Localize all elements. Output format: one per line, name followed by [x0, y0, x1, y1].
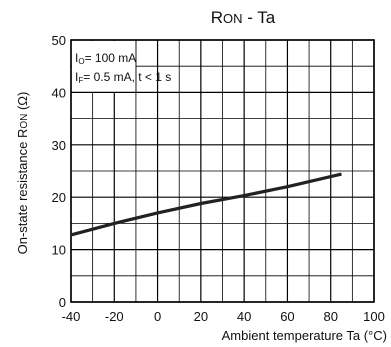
y-tick-label: 30	[52, 138, 66, 153]
chart-title-sub: ON	[223, 11, 243, 26]
annotation-line-2: IF= 0.5 mA, t < 1 s	[75, 70, 171, 85]
x-tick-label: 20	[194, 309, 208, 324]
series-line-1	[70, 172, 342, 237]
chart-title-suffix: - Ta	[243, 8, 276, 27]
chart-title-main: R	[211, 8, 223, 27]
y-axis-label: On-state resistance RON (Ω)	[15, 92, 30, 255]
x-tick-label: -40	[62, 309, 81, 324]
x-tick-label: 60	[280, 309, 294, 324]
grid	[70, 39, 375, 303]
y-tick-label: 20	[52, 190, 66, 205]
x-tick-label: 0	[154, 309, 161, 324]
y-tick-label: 40	[52, 85, 66, 100]
y-tick-label: 50	[52, 33, 66, 48]
annotation-2-suffix: = 0.5 mA, t < 1 s	[83, 70, 171, 84]
annotation-1-sub: O	[78, 57, 84, 66]
chart-title: RON - Ta	[211, 8, 276, 27]
x-tick-label: 80	[323, 309, 337, 324]
y-tick-label: 10	[52, 243, 66, 258]
x-tick-label: 40	[237, 309, 251, 324]
y-tick-label: 0	[59, 295, 66, 310]
plot-frame	[70, 39, 375, 303]
y-axis-label-sub: ON	[19, 114, 30, 129]
x-axis-label: Ambient temperature Ta (°C)	[222, 328, 387, 343]
annotation-background	[72, 41, 136, 93]
annotation-2-sub: F	[78, 76, 83, 85]
y-axis-label-suffix: (Ω)	[15, 92, 30, 114]
x-tick-label: 100	[363, 309, 385, 324]
series-layer	[70, 172, 342, 237]
annotation-line-1: IO= 100 mA	[75, 51, 136, 66]
annotation-box: IO= 100 mA IF= 0.5 mA, t < 1 s	[71, 40, 171, 94]
annotation-2-prefix: I	[75, 70, 78, 84]
annotation-1-suffix: = 100 mA	[85, 51, 137, 65]
x-tick-label: -20	[105, 309, 124, 324]
tick-labels: -40 -20 0 20 40 60 80 100 0 10 20 30 40 50	[52, 33, 385, 324]
annotation-1-prefix: I	[75, 51, 78, 65]
y-axis-label-prefix: On-state resistance R	[15, 129, 30, 255]
